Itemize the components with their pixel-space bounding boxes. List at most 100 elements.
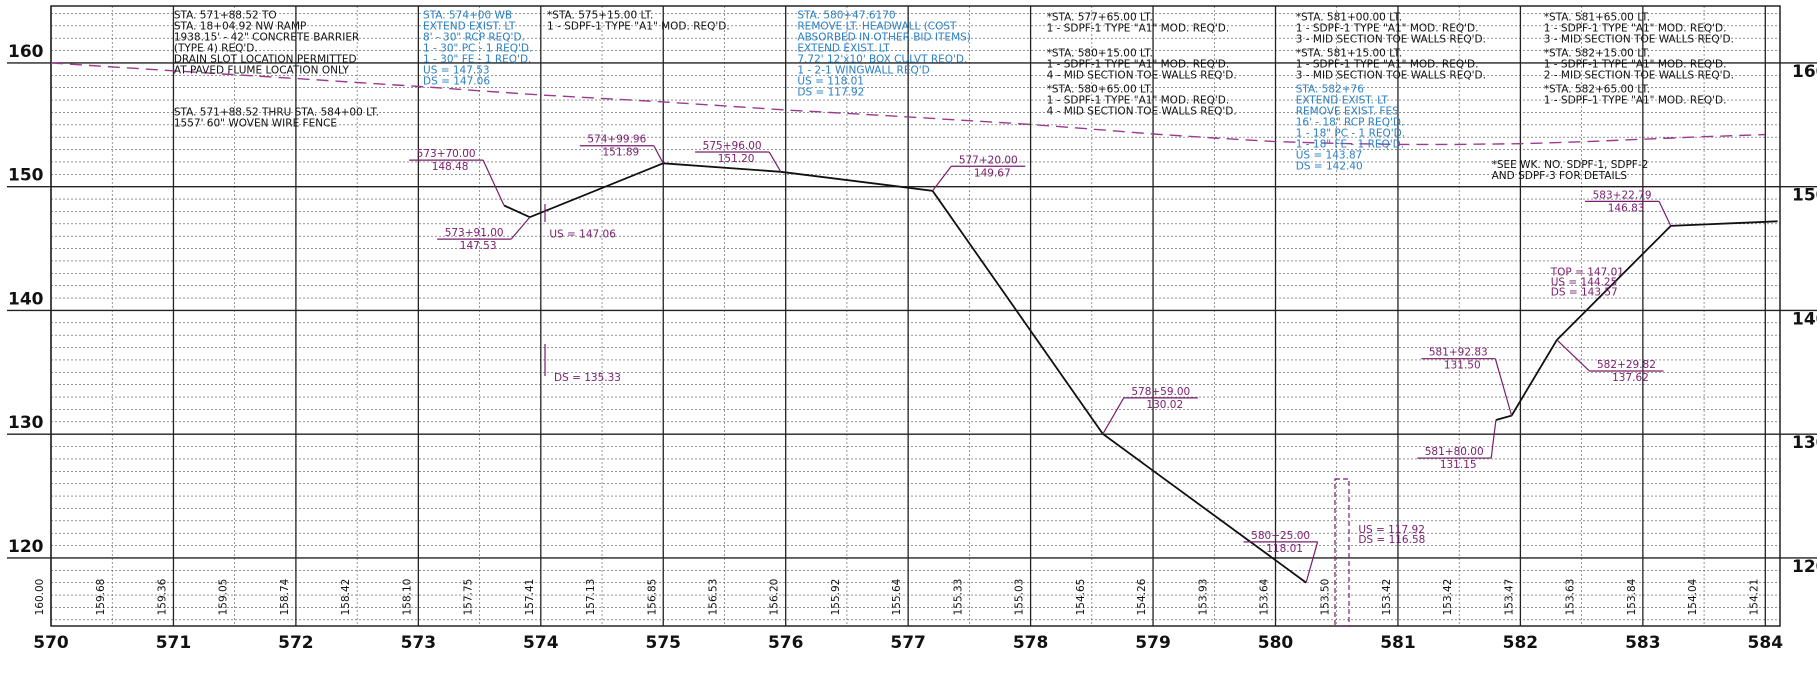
elevation-callout: 151.89 <box>602 147 639 159</box>
note-line: *STA. 577+65.00 LT. <box>1047 12 1153 24</box>
x-tick-label: 579 <box>1135 633 1171 653</box>
callout-leader <box>653 145 664 164</box>
note-line: EXTEND EXIST. LT <box>423 20 516 32</box>
station-callout: 580+25.00 <box>1251 530 1310 542</box>
note-line: STA. 574+00 WB <box>423 9 512 21</box>
x-tick-label: 575 <box>646 633 682 653</box>
station-callout: 577+20.00 <box>959 154 1018 166</box>
y-tick-label: 150 <box>1792 186 1817 206</box>
grade-elevation-label: 158.10 <box>401 579 413 616</box>
grade-elevation-label: 157.41 <box>524 579 536 616</box>
grade-elevation-label: 159.05 <box>218 579 230 616</box>
note-line: 1 - 30" FE - 1 REQ'D. <box>423 53 531 65</box>
note-line: *STA. 580+65.00 LT. <box>1047 83 1153 95</box>
box-culvert <box>1334 478 1350 627</box>
note-line: STA. 580+47.6170 <box>797 9 895 21</box>
callout-leader <box>1305 541 1319 583</box>
station-callout: 581+80.00 <box>1425 446 1484 458</box>
note-line: 1 - SDPF-1 TYPE "A1" MOD. REQ'D. <box>1544 59 1727 71</box>
callout-leader <box>1494 358 1513 416</box>
callout-leader <box>1102 397 1125 435</box>
grade-elevation-label: 153.50 <box>1320 579 1332 616</box>
note-line: DS = 142.40 <box>1296 160 1363 172</box>
callout-leader <box>1658 201 1672 227</box>
station-callout: 573+70.00 <box>417 148 476 160</box>
grade-elevation-label: 153.42 <box>1442 579 1454 616</box>
note-line: ABSORBED IN OTHER BID ITEMS) <box>797 31 971 43</box>
grade-elevation-label: 159.36 <box>156 578 168 615</box>
elevation-callout: 131.50 <box>1444 360 1481 372</box>
y-tick-label: 130 <box>8 413 44 433</box>
note-line: 3 - MID SECTION TOE WALLS REQ'D. <box>1544 34 1734 46</box>
callout-leader <box>768 151 782 173</box>
grade-elevation-label: 155.33 <box>952 579 964 616</box>
grade-elevation-label: 154.04 <box>1687 578 1699 615</box>
x-tick-label: 574 <box>523 633 559 653</box>
x-tick-label: 571 <box>156 633 192 653</box>
grade-elevation-label: 157.75 <box>463 579 475 616</box>
y-tick-label: 140 <box>8 289 44 309</box>
y-tick-label: 130 <box>1792 433 1817 453</box>
note-line: 3 - MID SECTION TOE WALLS REQ'D. <box>1296 70 1486 82</box>
note-line: *SEE WK. NO. SDPF-1, SDPF-2 <box>1492 159 1649 171</box>
y-tick-label: 120 <box>1792 557 1817 577</box>
note-line: *STA. 582+15.00 LT. <box>1544 48 1650 60</box>
elevation-callout: 118.01 <box>1266 543 1303 555</box>
grade-elevation-label: 154.65 <box>1075 579 1087 616</box>
note-line: 1 - SDPF-1 TYPE "A1" MOD. REQ'D. <box>1047 23 1230 35</box>
grade-elevation-label: 160.00 <box>34 579 46 616</box>
y-tick-label: 140 <box>1792 309 1817 329</box>
x-tick-label: 583 <box>1625 633 1661 653</box>
note-line: STA. 571+88.52 TO <box>174 9 277 21</box>
note-line: 1 - SDPF-1 TYPE "A1" MOD. REQ'D. <box>1047 59 1230 71</box>
station-callout: 582+29.82 <box>1597 359 1656 371</box>
note-line: AND SDPF-3 FOR DETAILS <box>1492 170 1628 182</box>
grade-elevation-label: 155.03 <box>1014 579 1026 616</box>
note-line: US = 117.92 <box>1358 524 1425 536</box>
note-line: TOP = 147.01 <box>1550 267 1624 279</box>
station-callout: 574+99.96 <box>587 134 646 146</box>
note-line: 4 - MID SECTION TOE WALLS REQ'D. <box>1047 70 1237 82</box>
note-line: AT PAVED FLUME LOCATION ONLY <box>174 64 350 76</box>
station-callout: 583+22.79 <box>1593 189 1652 201</box>
note-line: DS = 143.57 <box>1551 287 1618 299</box>
x-tick-label: 582 <box>1503 633 1539 653</box>
grade-elevation-label: 154.21 <box>1748 579 1760 616</box>
grade-line <box>50 62 1766 146</box>
note-line: 16' - 18" RCP REQ'D. <box>1296 116 1405 128</box>
note-line: *STA. 581+65.00 LT. <box>1544 12 1650 24</box>
y-tick-label: 160 <box>1792 62 1817 82</box>
note-line: 1 - SDPF-1 TYPE "A1" MOD. REQ'D. <box>1296 23 1479 35</box>
grade-elevation-label: 153.84 <box>1626 578 1638 615</box>
callout-leader <box>510 216 531 240</box>
grade-elevation-label: 153.93 <box>1197 579 1209 616</box>
note-line: 3 - MID SECTION TOE WALLS REQ'D. <box>1296 34 1486 46</box>
x-tick-label: 577 <box>890 633 926 653</box>
note-line: 1 - SDPF-1 TYPE "A1" MOD. REQ'D. <box>1544 94 1727 106</box>
grade-elevation-label: 156.20 <box>769 579 781 616</box>
x-tick-label: 573 <box>401 633 437 653</box>
grade-elevation-label: 155.92 <box>830 579 842 616</box>
grade-elevation-label: 153.42 <box>1381 579 1393 616</box>
note-line: *STA. 580+15.00 LT. <box>1047 48 1153 60</box>
note-line: 1 - 30" PC - 1 REQ'D. <box>423 42 532 54</box>
note-line: 7.72' 12'x10' BOX CULVT REQ'D. <box>797 53 967 65</box>
grade-elevation-label: 153.64 <box>1259 578 1271 615</box>
elevation-callout: 151.20 <box>718 153 755 165</box>
grade-elevation-label: 156.85 <box>646 579 658 616</box>
note-line: DS = 117.92 <box>797 86 864 98</box>
station-callout: 581+92.83 <box>1429 347 1488 359</box>
grade-elevation-label: 156.53 <box>707 579 719 616</box>
note-line: US = 144.25 <box>1551 277 1618 289</box>
x-tick-label: 572 <box>278 633 314 653</box>
note-line: EXTEND EXIST. LT <box>1296 94 1389 106</box>
grade-elevation-label: 158.74 <box>279 578 291 615</box>
x-tick-label: 584 <box>1748 633 1784 653</box>
callout-leader <box>932 165 952 192</box>
callout-leader <box>482 159 505 206</box>
grade-elevation-label: 158.42 <box>340 579 352 616</box>
note-line: US = 147.53 <box>423 64 490 76</box>
note-line: *STA. 581+15.00 LT. <box>1296 48 1402 60</box>
note-line: *STA. 575+15.00 LT. <box>547 9 653 21</box>
